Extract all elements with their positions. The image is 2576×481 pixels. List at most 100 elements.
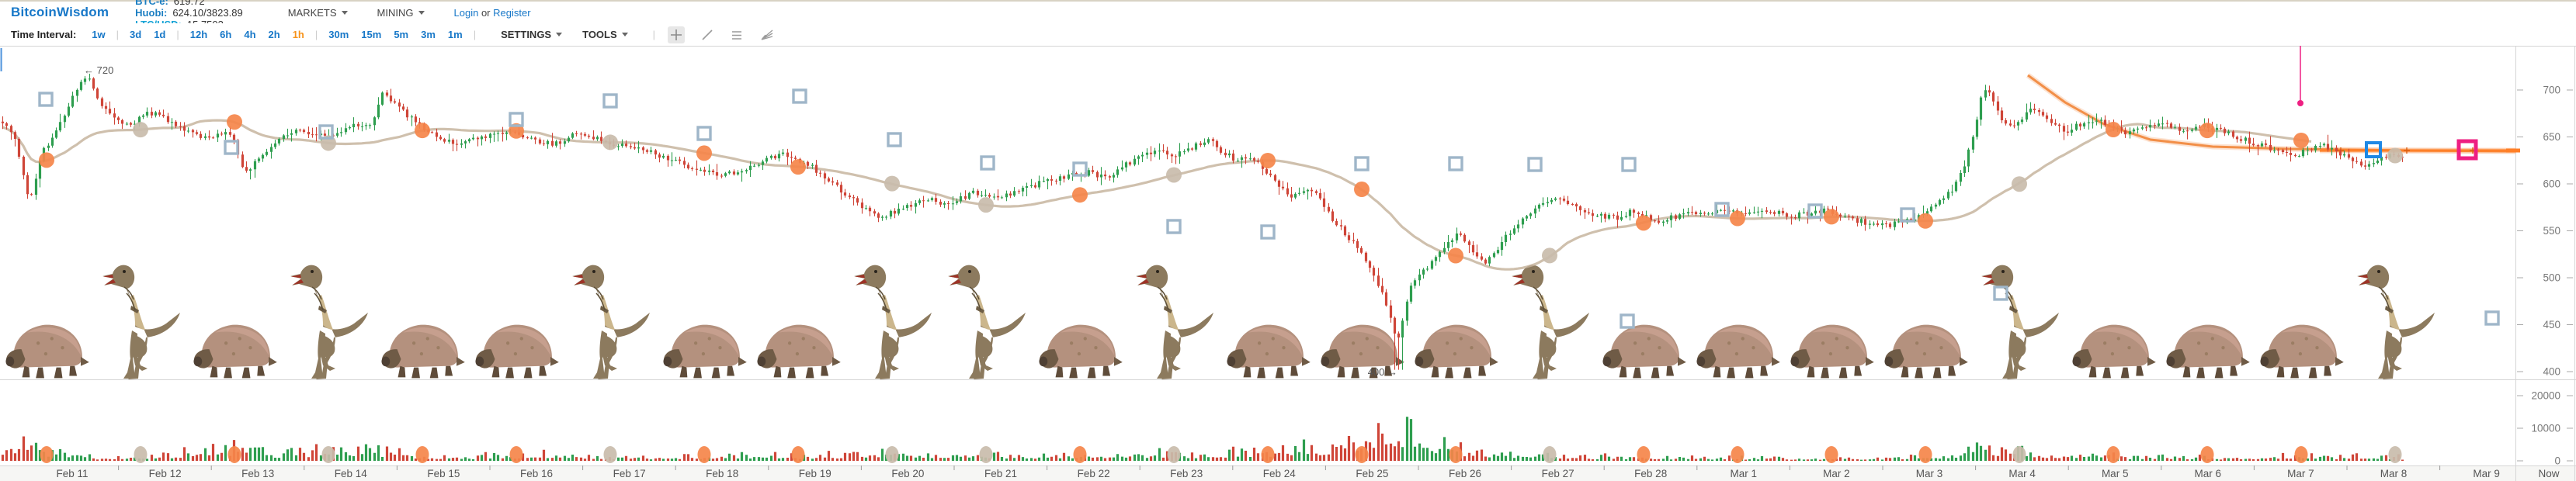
volume-axis-label: 10000 [2531, 423, 2560, 434]
chevron-down-icon [556, 33, 563, 36]
header-menus: MARKETS MINING Login or Register [288, 7, 531, 19]
square-marker[interactable] [980, 155, 995, 171]
square-marker[interactable] [1993, 285, 2008, 301]
cursor-artifact [0, 48, 2, 71]
tools-label: TOOLS [582, 29, 617, 40]
ticker-btce[interactable]: BTC-e: 619.72 [135, 0, 243, 7]
interval-4h[interactable]: 4h [244, 29, 256, 40]
interval-1h[interactable]: 1h [292, 29, 304, 40]
settings-menu[interactable]: SETTINGS [501, 29, 563, 40]
glyptodon-image [193, 324, 277, 379]
date-label: Feb 19 [799, 468, 831, 479]
glyptodon-image [475, 324, 559, 379]
dino-overlay [5, 264, 2435, 380]
square-marker[interactable] [1900, 207, 1915, 223]
ticker-value: 619.72 [173, 0, 205, 7]
interval-1m[interactable]: 1m [447, 29, 463, 40]
chart-frame [0, 46, 2576, 481]
price-axis-label: 700 [2543, 85, 2560, 96]
blue-handle-square[interactable] [2365, 141, 2382, 158]
square-marker[interactable] [792, 88, 807, 104]
marker-dot [227, 114, 242, 130]
interval-3m[interactable]: 3m [421, 29, 436, 40]
interval-12h[interactable]: 12h [189, 29, 208, 40]
date-label: Feb 13 [241, 468, 274, 479]
square-marker[interactable] [224, 140, 239, 155]
price-axis-tick-current [2506, 148, 2520, 153]
date-label: Mar 6 [2195, 468, 2222, 479]
square-marker[interactable] [887, 132, 902, 147]
glyptodon-image [5, 324, 89, 379]
glyptodon-image [2166, 324, 2250, 379]
volume-marker-dot [1449, 446, 1463, 463]
price-axis-label: 600 [2543, 178, 2560, 190]
crosshair-tool-icon[interactable] [668, 26, 686, 43]
square-marker[interactable] [1448, 156, 1463, 171]
square-marker[interactable] [696, 126, 712, 141]
square-marker[interactable] [1166, 219, 1182, 234]
square-marker[interactable] [1354, 156, 1370, 171]
horizontal-lines-tool-icon[interactable] [730, 28, 744, 42]
interval-15m[interactable]: 15m [361, 29, 382, 40]
volume-marker-dot [40, 446, 54, 463]
volume-marker-dot [697, 446, 711, 463]
square-marker[interactable] [509, 112, 524, 127]
ticker-value: 624.10/3823.89 [172, 6, 243, 19]
date-label: Mar 8 [2380, 468, 2408, 479]
square-marker[interactable] [318, 124, 334, 140]
markets-menu[interactable]: MARKETS [288, 7, 348, 19]
interval-30m[interactable]: 30m [328, 29, 349, 40]
login-link[interactable]: Login [453, 6, 479, 19]
date-label: Feb 27 [1542, 468, 1574, 479]
candle-wicks-up [35, 74, 2391, 370]
square-marker[interactable] [1807, 203, 1823, 219]
date-label: Feb 16 [520, 468, 553, 479]
volume-marker-dot [1637, 446, 1651, 463]
square-marker[interactable] [1621, 157, 1637, 172]
square-marker[interactable] [1072, 161, 1088, 177]
interval-5m[interactable]: 5m [394, 29, 409, 40]
markets-menu-label: MARKETS [287, 6, 337, 19]
square-marker[interactable] [38, 92, 54, 107]
interval-3d[interactable]: 3d [130, 29, 142, 40]
fib-fan-tool-icon[interactable] [759, 28, 775, 42]
chevron-down-icon [621, 33, 628, 36]
marker-dot [415, 123, 430, 139]
interval-6h[interactable]: 6h [220, 29, 232, 40]
mining-menu[interactable]: MINING [377, 7, 425, 19]
register-link[interactable]: Register [493, 6, 531, 19]
axes: 700 650 600 550 500 450 400 20000 10000 0 Feb 11 Fe… [56, 85, 2573, 479]
square-marker[interactable] [602, 93, 618, 109]
marker-dot [696, 145, 712, 161]
interval-2h[interactable]: 2h [268, 29, 280, 40]
tools-menu[interactable]: TOOLS [582, 29, 628, 40]
interval-1d[interactable]: 1d [154, 29, 166, 40]
trendline-tool-icon[interactable] [700, 28, 714, 42]
app-logo[interactable]: BitcoinWisdom [11, 5, 109, 19]
date-label: Mar 9 [2473, 468, 2500, 479]
square-marker[interactable] [2484, 310, 2500, 326]
ticker-huobi[interactable]: Huobi: 624.10/3823.89 [135, 7, 243, 19]
glyptodon-image [1039, 324, 1123, 379]
volume-marker-dot [1167, 446, 1181, 463]
trex-image [1511, 264, 1590, 380]
marker-dot [2293, 132, 2309, 148]
trex-image [290, 264, 369, 380]
date-label: Mar 1 [1731, 468, 1758, 479]
marker-dot [790, 159, 806, 175]
ticker-label: Huobi: [135, 6, 168, 19]
pink-handle-square[interactable] [2456, 139, 2478, 161]
square-marker[interactable] [1714, 202, 1730, 217]
marker-dot [2106, 122, 2121, 138]
trex-image [853, 264, 932, 380]
date-label: Feb 20 [891, 468, 924, 479]
volume-marker-dot [1261, 446, 1275, 463]
date-label: Feb 18 [706, 468, 738, 479]
square-marker[interactable] [1620, 313, 1635, 329]
interval-1w[interactable]: 1w [92, 29, 106, 40]
volume-marker-dot [321, 446, 335, 463]
square-marker[interactable] [1260, 224, 1276, 240]
square-marker[interactable] [1527, 157, 1543, 172]
